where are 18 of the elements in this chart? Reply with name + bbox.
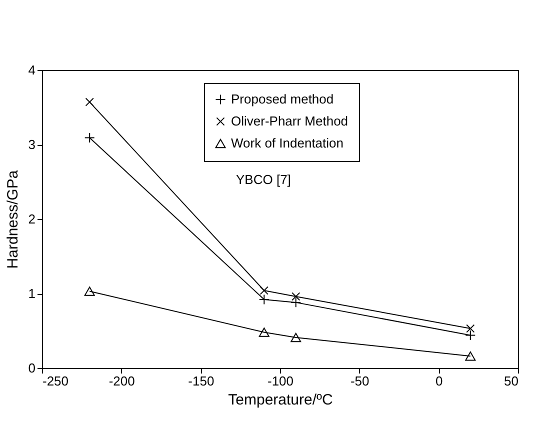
x-tick-label: -100	[267, 374, 294, 388]
y-tick-label: 3	[28, 137, 36, 152]
x-tick-label: -200	[108, 374, 135, 388]
y-axis-title: Hardness/GPa	[4, 170, 22, 269]
y-tick-label: 2	[28, 212, 36, 226]
x-tick-label: -50	[350, 374, 370, 388]
x-tick-label: -250	[42, 374, 69, 388]
x-axis-title: Temperature/ºC	[228, 392, 334, 408]
y-tick-label: 0	[28, 360, 36, 376]
x-tick-label: 0	[436, 374, 443, 388]
legend-label: Proposed method	[231, 92, 334, 106]
x-tick-label: -150	[188, 374, 214, 388]
legend-label: Work of Indentation	[231, 136, 344, 150]
x-tick-label: 50	[504, 374, 518, 388]
y-tick-label: 1	[28, 286, 36, 301]
y-tick-label: 4	[28, 62, 36, 78]
legend-label: Oliver-Pharr Method	[231, 114, 348, 128]
annotation: YBCO [7]	[236, 172, 291, 187]
